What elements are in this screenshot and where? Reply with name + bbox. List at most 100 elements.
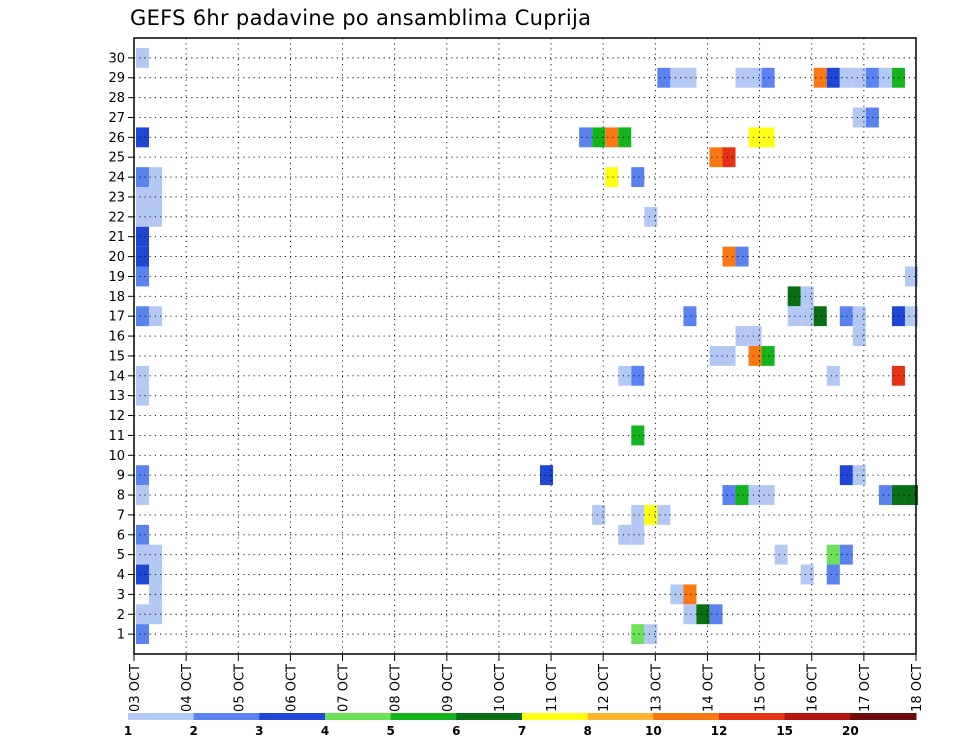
y-tick-label: 16 xyxy=(108,330,125,345)
heatmap-cell xyxy=(631,425,645,446)
heatmap-cell xyxy=(136,365,150,386)
x-tick-label: 09 OCT xyxy=(441,664,456,712)
heatmap-cell xyxy=(618,365,632,386)
x-tick-label: 11 OCT xyxy=(545,664,560,712)
heatmap-cell xyxy=(761,67,775,88)
heatmap-cell xyxy=(826,564,840,585)
heatmap-cells xyxy=(136,47,918,645)
legend-swatch xyxy=(719,713,786,720)
y-tick-label: 26 xyxy=(108,131,125,146)
heatmap-cell xyxy=(800,306,814,327)
legend-label: 8 xyxy=(583,724,591,738)
heatmap-cell xyxy=(136,544,150,565)
heatmap-cell xyxy=(631,365,645,386)
heatmap-cell xyxy=(136,524,150,545)
legend-label: 10 xyxy=(645,724,662,738)
heatmap-cell xyxy=(709,346,723,366)
heatmap-cell xyxy=(878,485,892,505)
heatmap-cell xyxy=(904,266,918,287)
heatmap-cell xyxy=(748,127,762,148)
heatmap-cell xyxy=(865,107,879,128)
x-tick-label: 03 OCT xyxy=(128,664,143,712)
legend-label: 15 xyxy=(776,724,793,738)
x-tick-label: 12 OCT xyxy=(597,664,612,712)
heatmap-cell xyxy=(136,187,150,207)
heatmap-cell xyxy=(839,544,853,565)
legend-swatch xyxy=(587,713,654,720)
heatmap-cell xyxy=(670,584,684,605)
heatmap-cell xyxy=(579,127,593,148)
y-tick-label: 24 xyxy=(108,171,125,186)
heatmap-cell xyxy=(904,306,918,327)
heatmap-cell xyxy=(618,524,632,545)
y-tick-label: 23 xyxy=(108,190,125,205)
heatmap-cell xyxy=(618,127,632,148)
y-tick-label: 5 xyxy=(117,548,125,563)
heatmap-cell xyxy=(735,485,749,505)
legend-swatch xyxy=(390,713,457,720)
heatmap-cell xyxy=(852,67,866,88)
heatmap-cell xyxy=(631,504,645,525)
legend-label: 2 xyxy=(189,724,197,738)
heatmap-cell xyxy=(852,107,866,128)
x-tick-label: 04 OCT xyxy=(180,664,195,712)
heatmap-cell xyxy=(852,326,866,346)
heatmap-cell xyxy=(839,306,853,327)
legend-swatch xyxy=(522,713,589,720)
legend-label: 20 xyxy=(842,724,859,738)
heatmap-cell xyxy=(644,624,658,645)
x-tick-label: 14 OCT xyxy=(702,664,717,712)
heatmap-cell xyxy=(748,67,762,88)
heatmap-cell xyxy=(748,485,762,505)
color-legend: 1 2 3 4 5 6 7 8 10 12 15 20 xyxy=(124,713,917,738)
heatmap-cell xyxy=(136,306,150,327)
y-tick-label: 9 xyxy=(117,469,125,484)
y-tick-label: 29 xyxy=(108,71,125,86)
heatmap-cell xyxy=(748,346,762,366)
legend-swatch xyxy=(850,713,917,720)
legend-label: 1 xyxy=(124,724,132,738)
chart-title: GEFS 6hr padavine po ansamblima Cuprija xyxy=(130,6,592,30)
heatmap-cell xyxy=(852,306,866,327)
x-tick-label: 16 OCT xyxy=(806,664,821,712)
grid-lines xyxy=(134,38,916,654)
heatmap-cell xyxy=(800,564,814,585)
heatmap-cell xyxy=(865,67,879,88)
heatmap-cell xyxy=(136,624,150,645)
heatmap-cell xyxy=(683,584,697,605)
heatmap-cell xyxy=(136,465,150,486)
heatmap-cell xyxy=(735,246,749,267)
legend-swatch xyxy=(193,713,260,720)
x-tick-label: 17 OCT xyxy=(858,664,873,712)
heatmap-cell xyxy=(761,127,775,148)
heatmap-cell xyxy=(735,67,749,88)
y-tick-label: 1 xyxy=(117,628,125,643)
legend-swatch xyxy=(456,713,523,720)
heatmap-cell xyxy=(761,485,775,505)
heatmap-cell xyxy=(136,485,150,505)
x-axis: 03 OCT 04 OCT 05 OCT 06 OCT 07 OCT 08 OCT 09 O… xyxy=(128,654,925,712)
heatmap-cell xyxy=(136,385,150,406)
heatmap-cell xyxy=(605,127,619,148)
legend-swatch xyxy=(259,713,326,720)
y-tick-label: 8 xyxy=(117,489,125,504)
y-tick-label: 6 xyxy=(117,528,125,543)
x-tick-label: 05 OCT xyxy=(232,664,247,712)
heatmap-cell xyxy=(631,167,645,188)
x-tick-label: 13 OCT xyxy=(649,664,664,712)
heatmap-cell xyxy=(592,504,606,525)
y-tick-label: 20 xyxy=(108,250,125,265)
heatmap-cell xyxy=(826,365,840,386)
y-tick-label: 10 xyxy=(108,449,125,464)
legend-swatch xyxy=(653,713,720,720)
legend-label: 7 xyxy=(518,724,526,738)
y-tick-label: 12 xyxy=(108,409,125,424)
heatmap-cell xyxy=(748,326,762,346)
x-tick-label: 15 OCT xyxy=(754,664,769,712)
heatmap-cell xyxy=(839,465,853,486)
heatmap-cell xyxy=(852,465,866,486)
y-axis: 1234567891011121314151617181920212223242… xyxy=(108,51,134,643)
heatmap-cell xyxy=(683,67,697,88)
legend-label: 5 xyxy=(386,724,394,738)
